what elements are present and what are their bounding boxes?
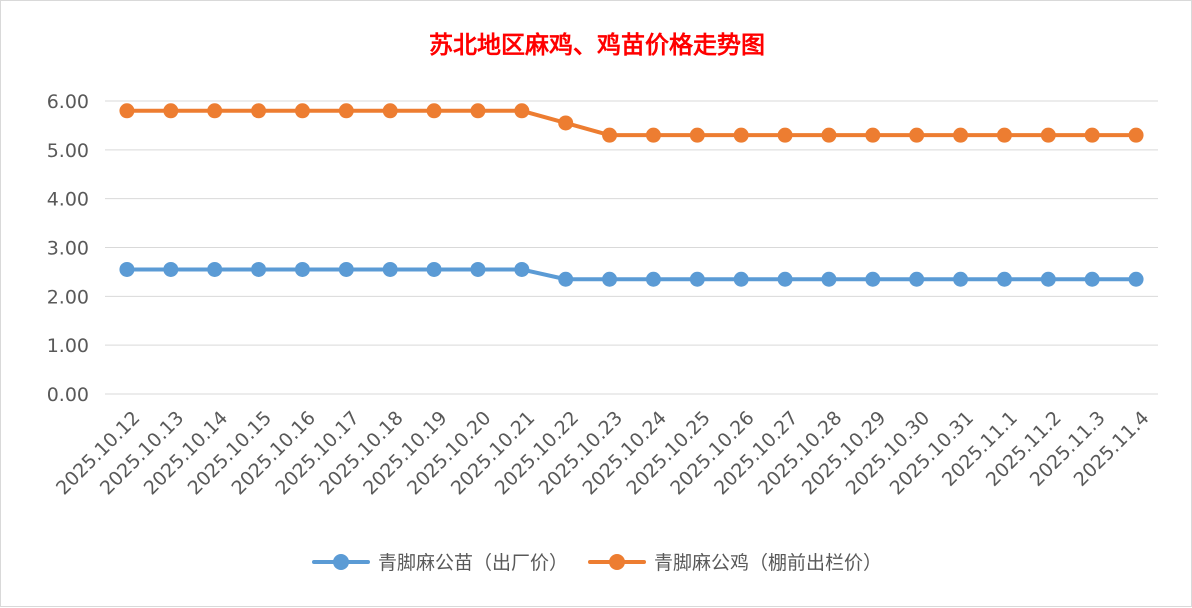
series-2-point-6	[382, 103, 398, 119]
series-line-2	[124, 108, 1139, 138]
series-2-point-21	[1040, 127, 1056, 143]
series-1-point-15	[777, 271, 793, 287]
legend-item-series-2: 青脚麻公鸡（棚前出栏价）	[588, 548, 882, 575]
series-2-point-13	[689, 127, 705, 143]
series-2-point-17	[865, 127, 881, 143]
series-2-point-0	[119, 103, 135, 119]
series-2-point-11	[602, 127, 618, 143]
y-tick-label-3: 3.00	[47, 238, 89, 260]
series-1-point-14	[733, 271, 749, 287]
series-1-point-4	[294, 261, 310, 277]
series-1-point-11	[602, 271, 618, 287]
series-1-point-5	[338, 261, 354, 277]
y-tick-label-1: 1.00	[47, 335, 89, 357]
series-2-point-2	[207, 103, 223, 119]
y-tick-label-6: 6.00	[47, 91, 89, 113]
series-1-point-1	[163, 261, 179, 277]
legend: 青脚麻公苗（出厂价） 青脚麻公鸡（棚前出栏价）	[1, 548, 1192, 575]
series-2-point-7	[426, 103, 442, 119]
series-1-point-13	[689, 271, 705, 287]
series-2-point-16	[821, 127, 837, 143]
series-1-point-7	[426, 261, 442, 277]
series-2-point-5	[338, 103, 354, 119]
chart-title: 苏北地区麻鸡、鸡苗价格走势图	[429, 30, 765, 59]
series-2-point-4	[294, 103, 310, 119]
series-1-point-20	[996, 271, 1012, 287]
series-1-point-22	[1084, 271, 1100, 287]
series-2-point-15	[777, 127, 793, 143]
series-1-point-19	[953, 271, 969, 287]
series-2-point-10	[558, 115, 574, 131]
legend-label-series-2: 青脚麻公鸡（棚前出栏价）	[654, 552, 883, 574]
series-1-point-10	[558, 271, 574, 287]
series-1-point-0	[119, 261, 135, 277]
series-1-point-21	[1040, 271, 1056, 287]
series-2-point-23	[1128, 127, 1144, 143]
series-line-1	[124, 267, 1139, 282]
series-2-point-8	[470, 103, 486, 119]
series-1-point-9	[514, 261, 530, 277]
series-1-point-16	[821, 271, 837, 287]
series-2-point-1	[163, 103, 179, 119]
series-1-point-3	[251, 261, 267, 277]
y-tick-label-4: 4.00	[47, 189, 89, 211]
series-1-point-2	[207, 261, 223, 277]
series-2-point-19	[953, 127, 969, 143]
y-tick-label-5: 5.00	[47, 140, 89, 162]
series-2-point-9	[514, 103, 530, 119]
series-1-point-6	[382, 261, 398, 277]
y-tick-label-2: 2.00	[47, 286, 89, 308]
series-2-point-20	[996, 127, 1012, 143]
legend-label-series-1: 青脚麻公苗（出厂价）	[377, 552, 568, 574]
series-1-point-17	[865, 271, 881, 287]
series-2-point-22	[1084, 127, 1100, 143]
series-1-point-18	[909, 271, 925, 287]
series-2-point-18	[909, 127, 925, 143]
series-1-point-23	[1128, 271, 1144, 287]
series-1-point-12	[645, 271, 661, 287]
y-tick-label-0: 0.00	[47, 384, 89, 406]
series-1-point-8	[470, 261, 486, 277]
legend-marker-series-2	[588, 553, 646, 570]
legend-item-series-1: 青脚麻公苗（出厂价）	[311, 548, 568, 575]
legend-marker-series-1	[311, 553, 370, 570]
series-2-point-12	[645, 127, 661, 143]
series-2-point-14	[733, 127, 749, 143]
series-2-point-3	[251, 103, 267, 119]
